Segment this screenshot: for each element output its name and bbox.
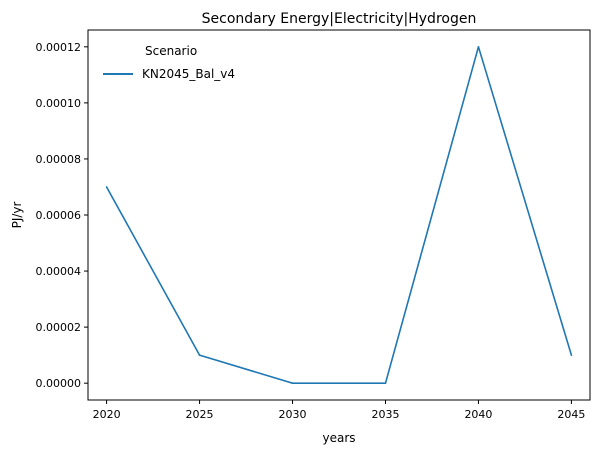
y-axis: 0.00000 0.00002 0.00004 0.00006 0.00008 0.000…	[36, 41, 88, 390]
x-tick-label: 2040	[464, 408, 492, 421]
data-point	[291, 382, 294, 384]
legend-label: KN2045_Bal_v4	[142, 67, 235, 81]
y-tick-label: 0.00010	[36, 97, 82, 110]
x-tick-label: 2025	[186, 408, 214, 421]
data-point	[384, 382, 387, 384]
x-tick-label: 2045	[557, 408, 585, 421]
data-point	[570, 354, 573, 356]
y-axis-label: PJ/yr	[10, 202, 24, 229]
x-tick-label: 2020	[93, 408, 121, 421]
x-tick-label: 2035	[371, 408, 399, 421]
x-tick-label: 2030	[279, 408, 307, 421]
series-line	[105, 46, 573, 384]
y-tick-label: 0.00004	[36, 265, 82, 278]
data-point	[477, 46, 480, 48]
series-layer	[105, 46, 573, 384]
data-point	[198, 354, 201, 356]
x-axis-label: years	[322, 431, 355, 445]
data-point	[105, 186, 108, 188]
legend-title: Scenario	[145, 44, 197, 58]
y-tick-label: 0.00012	[36, 41, 82, 54]
plot-area	[87, 29, 591, 401]
y-tick-label: 0.00002	[36, 321, 82, 334]
y-tick-label: 0.00008	[36, 153, 82, 166]
legend: Scenario KN2045_Bal_v4	[103, 44, 235, 81]
x-axis: 2020 2025 2030 2035 2040 2045	[93, 400, 585, 421]
chart-title: Secondary Energy|Electricity|Hydrogen	[202, 11, 477, 27]
y-tick-label: 0.00000	[36, 377, 82, 390]
y-tick-label: 0.00006	[36, 209, 82, 222]
